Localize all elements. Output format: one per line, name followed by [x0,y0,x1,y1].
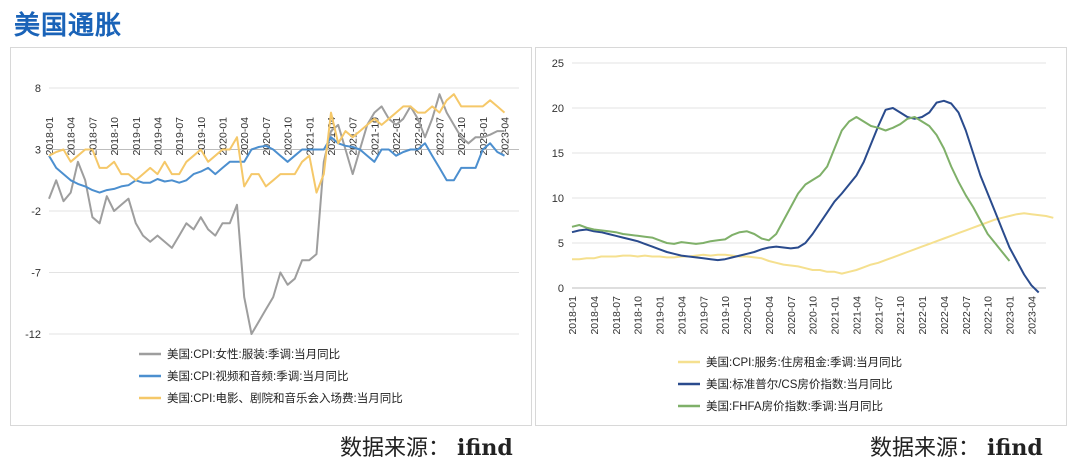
x-tick-label: 2022-07 [434,117,446,156]
x-tick-label: 2021-04 [851,296,863,335]
y-tick-label: 15 [552,148,564,160]
x-tick-label: 2019-04 [152,117,164,156]
x-tick-label: 2022-01 [917,296,929,335]
series-line [571,99,1040,294]
source-label: 数据来源： [340,436,451,461]
source-name: ifind [987,435,1043,461]
x-tick-label: 2021-10 [369,117,381,156]
y-tick-label: 8 [35,83,41,95]
x-tick-label: 2023-04 [1026,296,1038,335]
series-line [48,93,505,335]
x-tick-label: 2020-04 [764,296,776,335]
x-tick-label: 2022-10 [983,296,995,335]
series-line [572,212,1054,275]
x-tick-label: 2019-10 [196,117,208,156]
y-tick-label: 0 [558,283,564,295]
x-tick-label: 2018-10 [633,296,645,335]
legend-label: 美国:CPI:服务:住房租金:季调:当月同比 [706,355,902,369]
x-tick-label: 2020-07 [261,117,273,156]
x-tick-label: 2022-01 [391,117,403,156]
legend-label: 美国:FHFA房价指数:季调:当月同比 [706,399,883,413]
legend-label: 美国:标准普尔/CS房价指数:当月同比 [706,377,893,391]
y-tick-label: -2 [31,206,41,218]
x-tick-label: 2019-07 [698,296,710,335]
x-tick-label: 2018-07 [611,296,623,335]
left-chart: 8 3 -2 -7 -12 2018-01 2018-04 2018-07 2018-10 201… [25,83,519,405]
x-tick-label: 2019-04 [676,296,688,335]
y-tick-label: 3 [35,145,41,157]
legend-label: 美国:CPI:视频和音频:季调:当月同比 [167,369,348,383]
x-tick-label: 2022-04 [939,296,951,335]
page-title: 美国通胀 [14,11,123,41]
y-tick-label: 20 [552,103,564,115]
x-tick-label: 2018-10 [109,117,121,156]
source-note-right: 数据来源： ifind [870,430,1043,462]
source-note-left: 数据来源： ifind [340,430,513,462]
x-tick-label: 2021-10 [895,296,907,335]
legend-label: 美国:CPI:女性:服装:季调:当月同比 [167,347,340,361]
x-tick-label: 2020-10 [283,117,295,156]
y-tick-label: -12 [25,329,41,341]
series-line [571,116,1011,262]
x-tick-label: 2020-01 [742,296,754,335]
x-tick-label: 2019-01 [131,117,143,156]
source-label: 数据来源： [870,436,981,461]
x-tick-label: 2021-07 [873,296,885,335]
source-name: ifind [457,435,513,461]
right-chart-panel: 25 20 15 10 5 0 2018-01 2018-04 2018-07 2018-10 20… [535,47,1067,426]
y-tick-label: 5 [558,238,564,250]
x-tick-label: 2018-01 [44,117,56,156]
x-tick-label: 2022-07 [961,296,973,335]
x-tick-label: 2021-01 [830,296,842,335]
x-tick-label: 2023-04 [500,117,512,156]
x-tick-label: 2018-04 [66,117,78,156]
y-tick-label: 25 [552,58,564,70]
x-tick-label: 2020-10 [808,296,820,335]
x-tick-label: 2018-01 [567,296,579,335]
x-tick-label: 2020-01 [218,117,230,156]
x-tick-label: 2019-01 [655,296,667,335]
x-tick-label: 2020-04 [239,117,251,156]
x-tick-label: 2018-04 [589,296,601,335]
x-tick-label: 2020-07 [786,296,798,335]
x-tick-label: 2021-01 [304,117,316,156]
y-tick-label: 10 [552,193,564,205]
x-tick-label: 2022-10 [456,117,468,156]
x-tick-label: 2023-01 [1005,296,1017,335]
x-tick-label: 2019-07 [174,117,186,156]
series-line [48,93,506,194]
left-chart-panel: 8 3 -2 -7 -12 2018-01 2018-04 2018-07 2018-10 201… [10,47,532,426]
y-tick-label: -7 [31,268,41,280]
series-line [48,136,505,194]
x-tick-label: 2018-07 [87,117,99,156]
legend-label: 美国:CPI:电影、剧院和音乐会入场费:当月同比 [167,391,403,405]
x-tick-label: 2019-10 [720,296,732,335]
